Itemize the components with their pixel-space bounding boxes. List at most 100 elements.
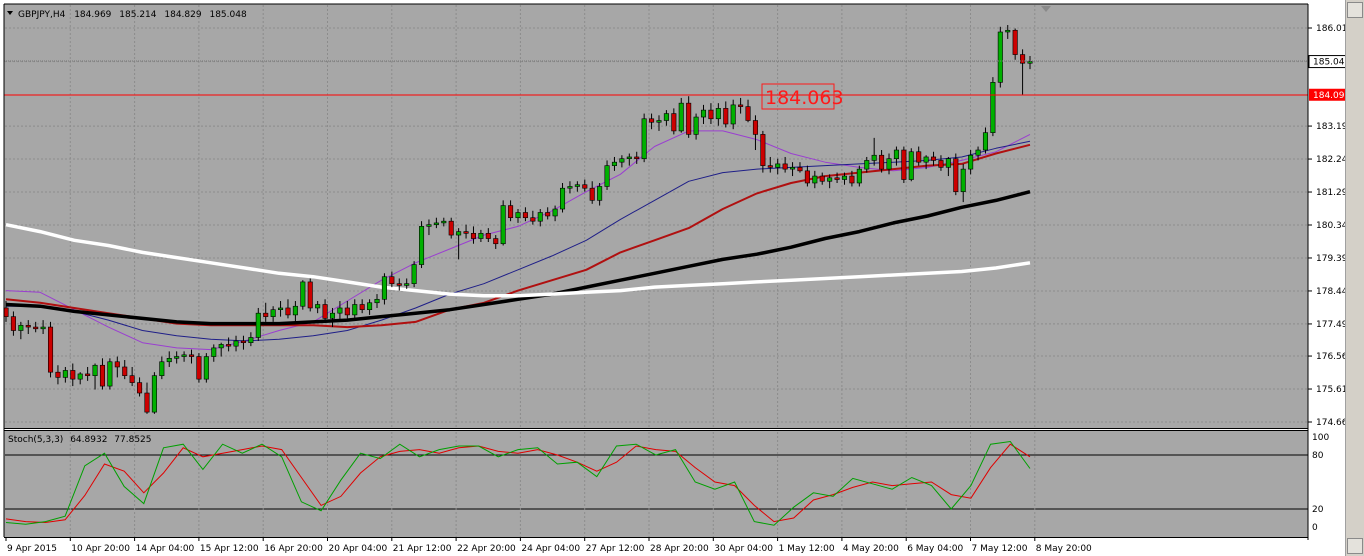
candle: [47, 321, 54, 378]
candle-body: [493, 238, 499, 245]
candle: [367, 299, 373, 315]
candle: [686, 96, 692, 138]
candle: [307, 278, 313, 312]
candle-body: [938, 160, 944, 168]
candle-body: [129, 375, 135, 383]
dropdown-triangle-icon[interactable]: [7, 11, 13, 15]
candle: [107, 358, 113, 390]
candle: [760, 130, 766, 173]
candle-body: [307, 281, 313, 309]
candle-body: [997, 31, 1003, 83]
candle-body: [508, 205, 514, 219]
moving-average-line: [6, 140, 1031, 342]
candle-body: [827, 177, 833, 182]
candle: [604, 160, 610, 190]
candle-body: [960, 168, 966, 192]
candle-body: [404, 283, 410, 286]
level-price-tag-text: 184.092: [1313, 91, 1350, 101]
shift-marker-icon[interactable]: [1041, 6, 1051, 12]
stochastic-main-line: [5, 440, 1031, 526]
candle: [841, 172, 848, 185]
candle-body: [374, 298, 380, 304]
vertical-scrollbar[interactable]: [1345, 0, 1364, 556]
candle: [211, 344, 217, 362]
candle-body: [715, 108, 721, 120]
candle-body: [396, 283, 402, 286]
stochastic-pane[interactable]: [4, 431, 1308, 537]
candle: [381, 273, 387, 305]
candle-body: [886, 158, 892, 170]
candle: [40, 320, 46, 335]
candle-body: [441, 220, 447, 224]
candle: [85, 366, 91, 381]
scroll-down-button[interactable]: [1347, 538, 1363, 554]
candle-body: [33, 326, 39, 330]
candle-body: [582, 184, 588, 189]
candle-body: [381, 276, 387, 300]
candle-body: [218, 344, 224, 349]
candle-body: [18, 325, 24, 331]
candle: [730, 99, 736, 130]
candle-body: [70, 370, 76, 380]
candle: [723, 101, 729, 128]
price-tick-label: 179.390: [1316, 254, 1353, 264]
candle-body: [901, 149, 907, 180]
high-price: 185.214: [119, 10, 156, 20]
candle-body: [344, 307, 350, 316]
price-pane[interactable]: [4, 4, 1308, 428]
candle-body: [671, 113, 677, 132]
candle-body: [99, 364, 105, 387]
candle-body: [270, 309, 276, 317]
time-tick-label: 21 Apr 12:00: [393, 544, 452, 554]
candle-body: [982, 132, 989, 151]
candle-body: [730, 104, 736, 125]
candle: [923, 155, 929, 170]
candle: [188, 349, 195, 364]
candle-body: [819, 175, 825, 182]
candle: [137, 377, 143, 397]
candle: [411, 261, 417, 288]
candle-body: [352, 304, 358, 316]
candle: [456, 228, 462, 260]
candle: [522, 207, 528, 222]
scroll-up-button[interactable]: [1347, 2, 1363, 18]
candle-body: [448, 220, 454, 236]
candle-body: [1027, 61, 1033, 64]
candle: [871, 137, 877, 166]
candle-body: [790, 167, 796, 170]
candle-body: [767, 165, 773, 168]
candle-body: [708, 109, 714, 120]
price-tick-label: 177.490: [1316, 320, 1353, 330]
candle-body: [285, 307, 291, 316]
candle-body: [278, 307, 284, 311]
price-tick-label: 176.565: [1316, 352, 1353, 362]
close-price: 185.048: [209, 10, 246, 20]
candle-body: [263, 312, 269, 317]
price-tick-label: 180.340: [1316, 221, 1353, 231]
candle-body: [871, 154, 877, 161]
candle: [812, 170, 818, 189]
candle: [248, 332, 254, 347]
candle: [671, 108, 677, 135]
candle: [663, 110, 669, 126]
candle: [33, 321, 39, 333]
candle: [500, 200, 506, 246]
candle-body: [893, 149, 899, 159]
price-tick-label: 174.665: [1316, 418, 1353, 428]
candle-body: [174, 356, 180, 359]
symbol-header: GBPJPY,H4 184.969 185.214 184.829 185.04…: [7, 6, 1051, 20]
candle-body: [552, 208, 558, 217]
candle-body: [1020, 54, 1026, 64]
time-tick-label: 16 Apr 20:00: [264, 544, 323, 554]
price-tick-label: 182.240: [1316, 155, 1353, 165]
candle-body: [419, 226, 425, 265]
candle: [945, 156, 951, 177]
time-tick-label: 30 Apr 04:00: [714, 544, 773, 554]
candle: [997, 26, 1003, 88]
candle: [597, 182, 603, 206]
level-annotation-box[interactable]: [761, 83, 835, 110]
candle: [611, 156, 617, 171]
candle-body: [916, 151, 922, 163]
horizontal-level[interactable]: 184.063: [4, 60, 1308, 110]
